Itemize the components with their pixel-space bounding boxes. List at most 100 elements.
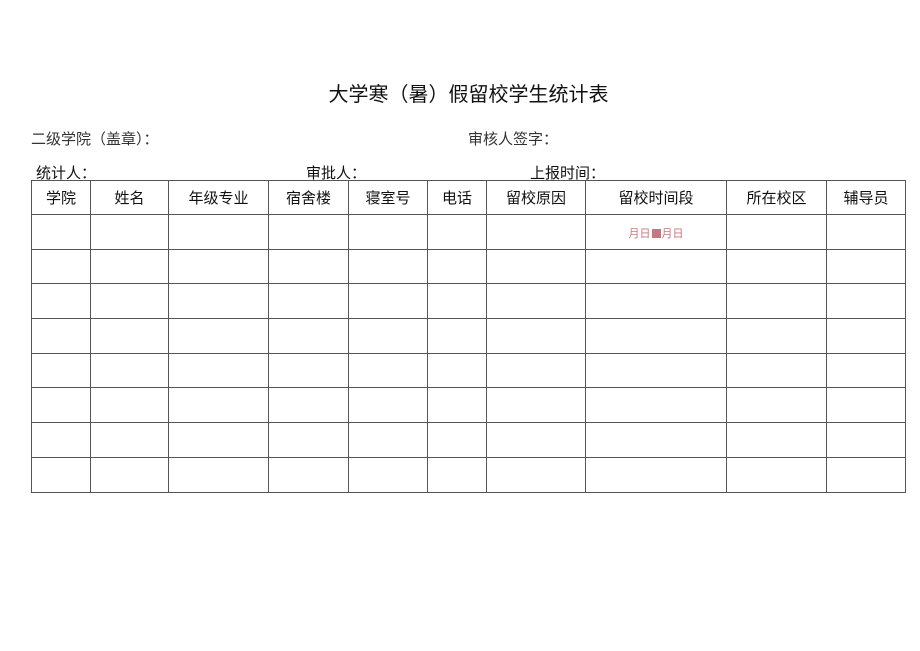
table-cell[interactable] (726, 248, 827, 285)
table-cell[interactable] (726, 456, 827, 493)
table-row (31, 352, 906, 389)
table-cell[interactable] (427, 283, 487, 320)
table-cell[interactable] (585, 387, 727, 424)
header-row: 学院 姓名 年级专业 宿舍楼 寝室号 电话 留校原因 留校时间段 所在校区 辅导员 (31, 180, 906, 215)
table-cell[interactable] (348, 387, 428, 424)
student-table: 学院 姓名 年级专业 宿舍楼 寝室号 电话 留校原因 留校时间段 所在校区 辅导员 月日 月日 (31, 180, 906, 493)
table-cell[interactable] (427, 214, 487, 250)
table-cell[interactable] (726, 387, 827, 424)
statistician-label: 统计人： (36, 164, 97, 182)
table-cell[interactable] (168, 214, 269, 250)
table-cell[interactable] (585, 283, 727, 320)
column-header: 留校原因 (486, 180, 586, 215)
table-cell[interactable] (486, 283, 586, 320)
table-cell[interactable] (268, 248, 349, 285)
table-cell[interactable] (168, 248, 269, 285)
table-cell[interactable] (826, 283, 906, 320)
table-cell[interactable] (90, 214, 169, 250)
table-cell[interactable] (90, 283, 169, 320)
table-cell[interactable] (348, 352, 428, 389)
table-cell[interactable] (90, 352, 169, 389)
report-time-label: 上报时间： (530, 164, 606, 182)
table-cell[interactable] (427, 456, 487, 493)
table-cell[interactable] (585, 318, 727, 354)
table-row (31, 456, 906, 493)
table-cell[interactable] (726, 283, 827, 320)
column-header: 寝室号 (348, 180, 428, 215)
table-cell[interactable] (31, 248, 91, 285)
table-cell[interactable] (268, 283, 349, 320)
start-date: 月日 (628, 226, 651, 240)
table-cell[interactable] (826, 318, 906, 354)
table-cell[interactable] (90, 318, 169, 354)
table-cell[interactable] (826, 214, 906, 250)
table-cell[interactable] (348, 248, 428, 285)
college-seal-label: 二级学院（盖章）： (31, 130, 159, 148)
table-row (31, 283, 906, 320)
table-cell[interactable] (585, 248, 727, 285)
table-cell[interactable] (348, 318, 428, 354)
table-cell[interactable] (486, 456, 586, 493)
table-cell[interactable] (826, 352, 906, 389)
table-cell[interactable] (486, 318, 586, 354)
table-cell[interactable] (348, 214, 428, 250)
table-cell[interactable] (486, 352, 586, 389)
table-cell[interactable] (31, 283, 91, 320)
table-cell[interactable] (348, 422, 428, 458)
table-cell[interactable] (486, 387, 586, 424)
table-cell[interactable] (31, 456, 91, 493)
table-cell[interactable] (90, 422, 169, 458)
table-cell[interactable] (348, 456, 428, 493)
table-cell[interactable] (268, 352, 349, 389)
reviewer-sign-label: 审核人签字： (468, 130, 559, 148)
table-cell[interactable] (268, 387, 349, 424)
table-cell[interactable] (168, 352, 269, 389)
table-cell[interactable] (486, 248, 586, 285)
table-cell[interactable] (826, 248, 906, 285)
table-cell[interactable] (90, 248, 169, 285)
column-header: 所在校区 (726, 180, 827, 215)
table-cell[interactable] (427, 248, 487, 285)
table-cell[interactable] (268, 456, 349, 493)
table-cell[interactable] (31, 214, 91, 250)
table-cell[interactable] (726, 318, 827, 354)
table-cell[interactable] (826, 387, 906, 424)
table-cell[interactable] (168, 456, 269, 493)
table-cell[interactable] (585, 456, 727, 493)
table-cell[interactable] (31, 422, 91, 458)
table-cell[interactable] (168, 422, 269, 458)
table-cell[interactable] (427, 387, 487, 424)
table-cell[interactable] (268, 318, 349, 354)
table-cell[interactable] (826, 456, 906, 493)
table-cell[interactable] (31, 318, 91, 354)
table-cell[interactable] (826, 422, 906, 458)
table-cell[interactable] (726, 352, 827, 389)
table-cell[interactable] (427, 422, 487, 458)
table-cell[interactable] (427, 318, 487, 354)
table-cell[interactable] (268, 422, 349, 458)
table-cell[interactable] (726, 214, 827, 250)
table-cell[interactable] (31, 387, 91, 424)
table-row: 月日 月日 (31, 214, 906, 250)
table-cell[interactable] (486, 214, 586, 250)
column-header: 宿舍楼 (268, 180, 349, 215)
table-cell[interactable] (585, 352, 727, 389)
table-cell[interactable] (726, 422, 827, 458)
table-cell[interactable] (268, 214, 349, 250)
table-cell[interactable] (90, 456, 169, 493)
table-row (31, 318, 906, 354)
table-cell[interactable] (486, 422, 586, 458)
table-cell[interactable] (585, 422, 727, 458)
table-cell[interactable] (168, 387, 269, 424)
table-row (31, 422, 906, 458)
table-cell[interactable] (168, 318, 269, 354)
approver-label: 审批人： (306, 164, 367, 182)
table-cell[interactable] (427, 352, 487, 389)
page-title: 大学寒（暑）假留校学生统计表 (328, 82, 609, 106)
table-cell[interactable] (168, 283, 269, 320)
table-cell[interactable] (31, 352, 91, 389)
table-cell[interactable]: 月日 月日 (585, 214, 727, 250)
range-separator-icon (651, 228, 661, 238)
table-cell[interactable] (348, 283, 428, 320)
table-cell[interactable] (90, 387, 169, 424)
